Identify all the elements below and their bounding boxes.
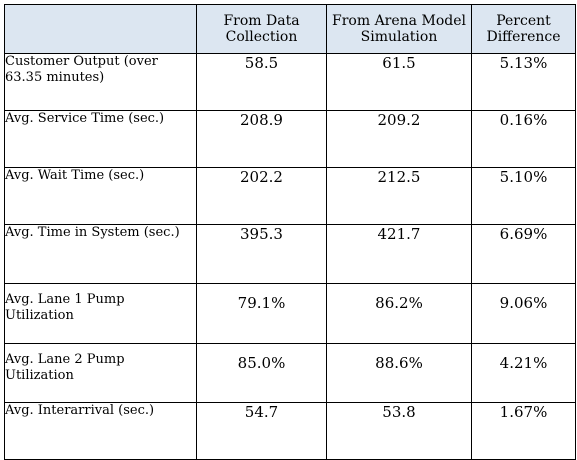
data-collection-value: 395.3: [196, 224, 327, 284]
table-row: Avg. Service Time (sec.) 208.9 209.2 0.1…: [4, 110, 576, 168]
metric-label: Avg. Service Time (sec.): [4, 110, 197, 168]
metric-label: Avg. Lane 2 Pump Utilization: [4, 343, 197, 403]
header-cell-arena-simulation: From Arena Model Simulation: [326, 4, 472, 54]
metric-label: Avg. Wait Time (sec.): [4, 167, 197, 225]
metric-label: Customer Output (over 63.35 minutes): [4, 53, 197, 111]
arena-simulation-value: 209.2: [326, 110, 472, 168]
metric-label: Avg. Lane 1 Pump Utilization: [4, 283, 197, 344]
table-row: Customer Output (over 63.35 minutes) 58.…: [4, 53, 576, 111]
header-row: From Data Collection From Arena Model Si…: [4, 4, 576, 54]
data-collection-value: 208.9: [196, 110, 327, 168]
arena-simulation-value: 61.5: [326, 53, 472, 111]
header-cell-data-collection: From Data Collection: [196, 4, 327, 54]
metric-label: Avg. Time in System (sec.): [4, 224, 197, 284]
arena-simulation-value: 212.5: [326, 167, 472, 225]
percent-difference-value: 9.06%: [471, 283, 576, 344]
data-collection-value: 58.5: [196, 53, 327, 111]
table-row: Avg. Lane 1 Pump Utilization 79.1% 86.2%…: [4, 283, 576, 344]
percent-difference-value: 1.67%: [471, 402, 576, 460]
data-collection-value: 85.0%: [196, 343, 327, 403]
table-row: Avg. Interarrival (sec.) 54.7 53.8 1.67%: [4, 402, 576, 460]
percent-difference-value: 0.16%: [471, 110, 576, 168]
header-cell-metric: [4, 4, 197, 54]
data-collection-value: 202.2: [196, 167, 327, 225]
header-cell-percent-difference: Percent Difference: [471, 4, 576, 54]
percent-difference-value: 5.13%: [471, 53, 576, 111]
comparison-table: From Data Collection From Arena Model Si…: [4, 4, 576, 460]
arena-simulation-value: 86.2%: [326, 283, 472, 344]
table-row: Avg. Time in System (sec.) 395.3 421.7 6…: [4, 224, 576, 284]
table-row: Avg. Wait Time (sec.) 202.2 212.5 5.10%: [4, 167, 576, 225]
percent-difference-value: 4.21%: [471, 343, 576, 403]
arena-simulation-value: 53.8: [326, 402, 472, 460]
data-collection-value: 54.7: [196, 402, 327, 460]
table-row: Avg. Lane 2 Pump Utilization 85.0% 88.6%…: [4, 343, 576, 403]
percent-difference-value: 5.10%: [471, 167, 576, 225]
data-collection-value: 79.1%: [196, 283, 327, 344]
metric-label: Avg. Interarrival (sec.): [4, 402, 197, 460]
arena-simulation-value: 421.7: [326, 224, 472, 284]
percent-difference-value: 6.69%: [471, 224, 576, 284]
arena-simulation-value: 88.6%: [326, 343, 472, 403]
